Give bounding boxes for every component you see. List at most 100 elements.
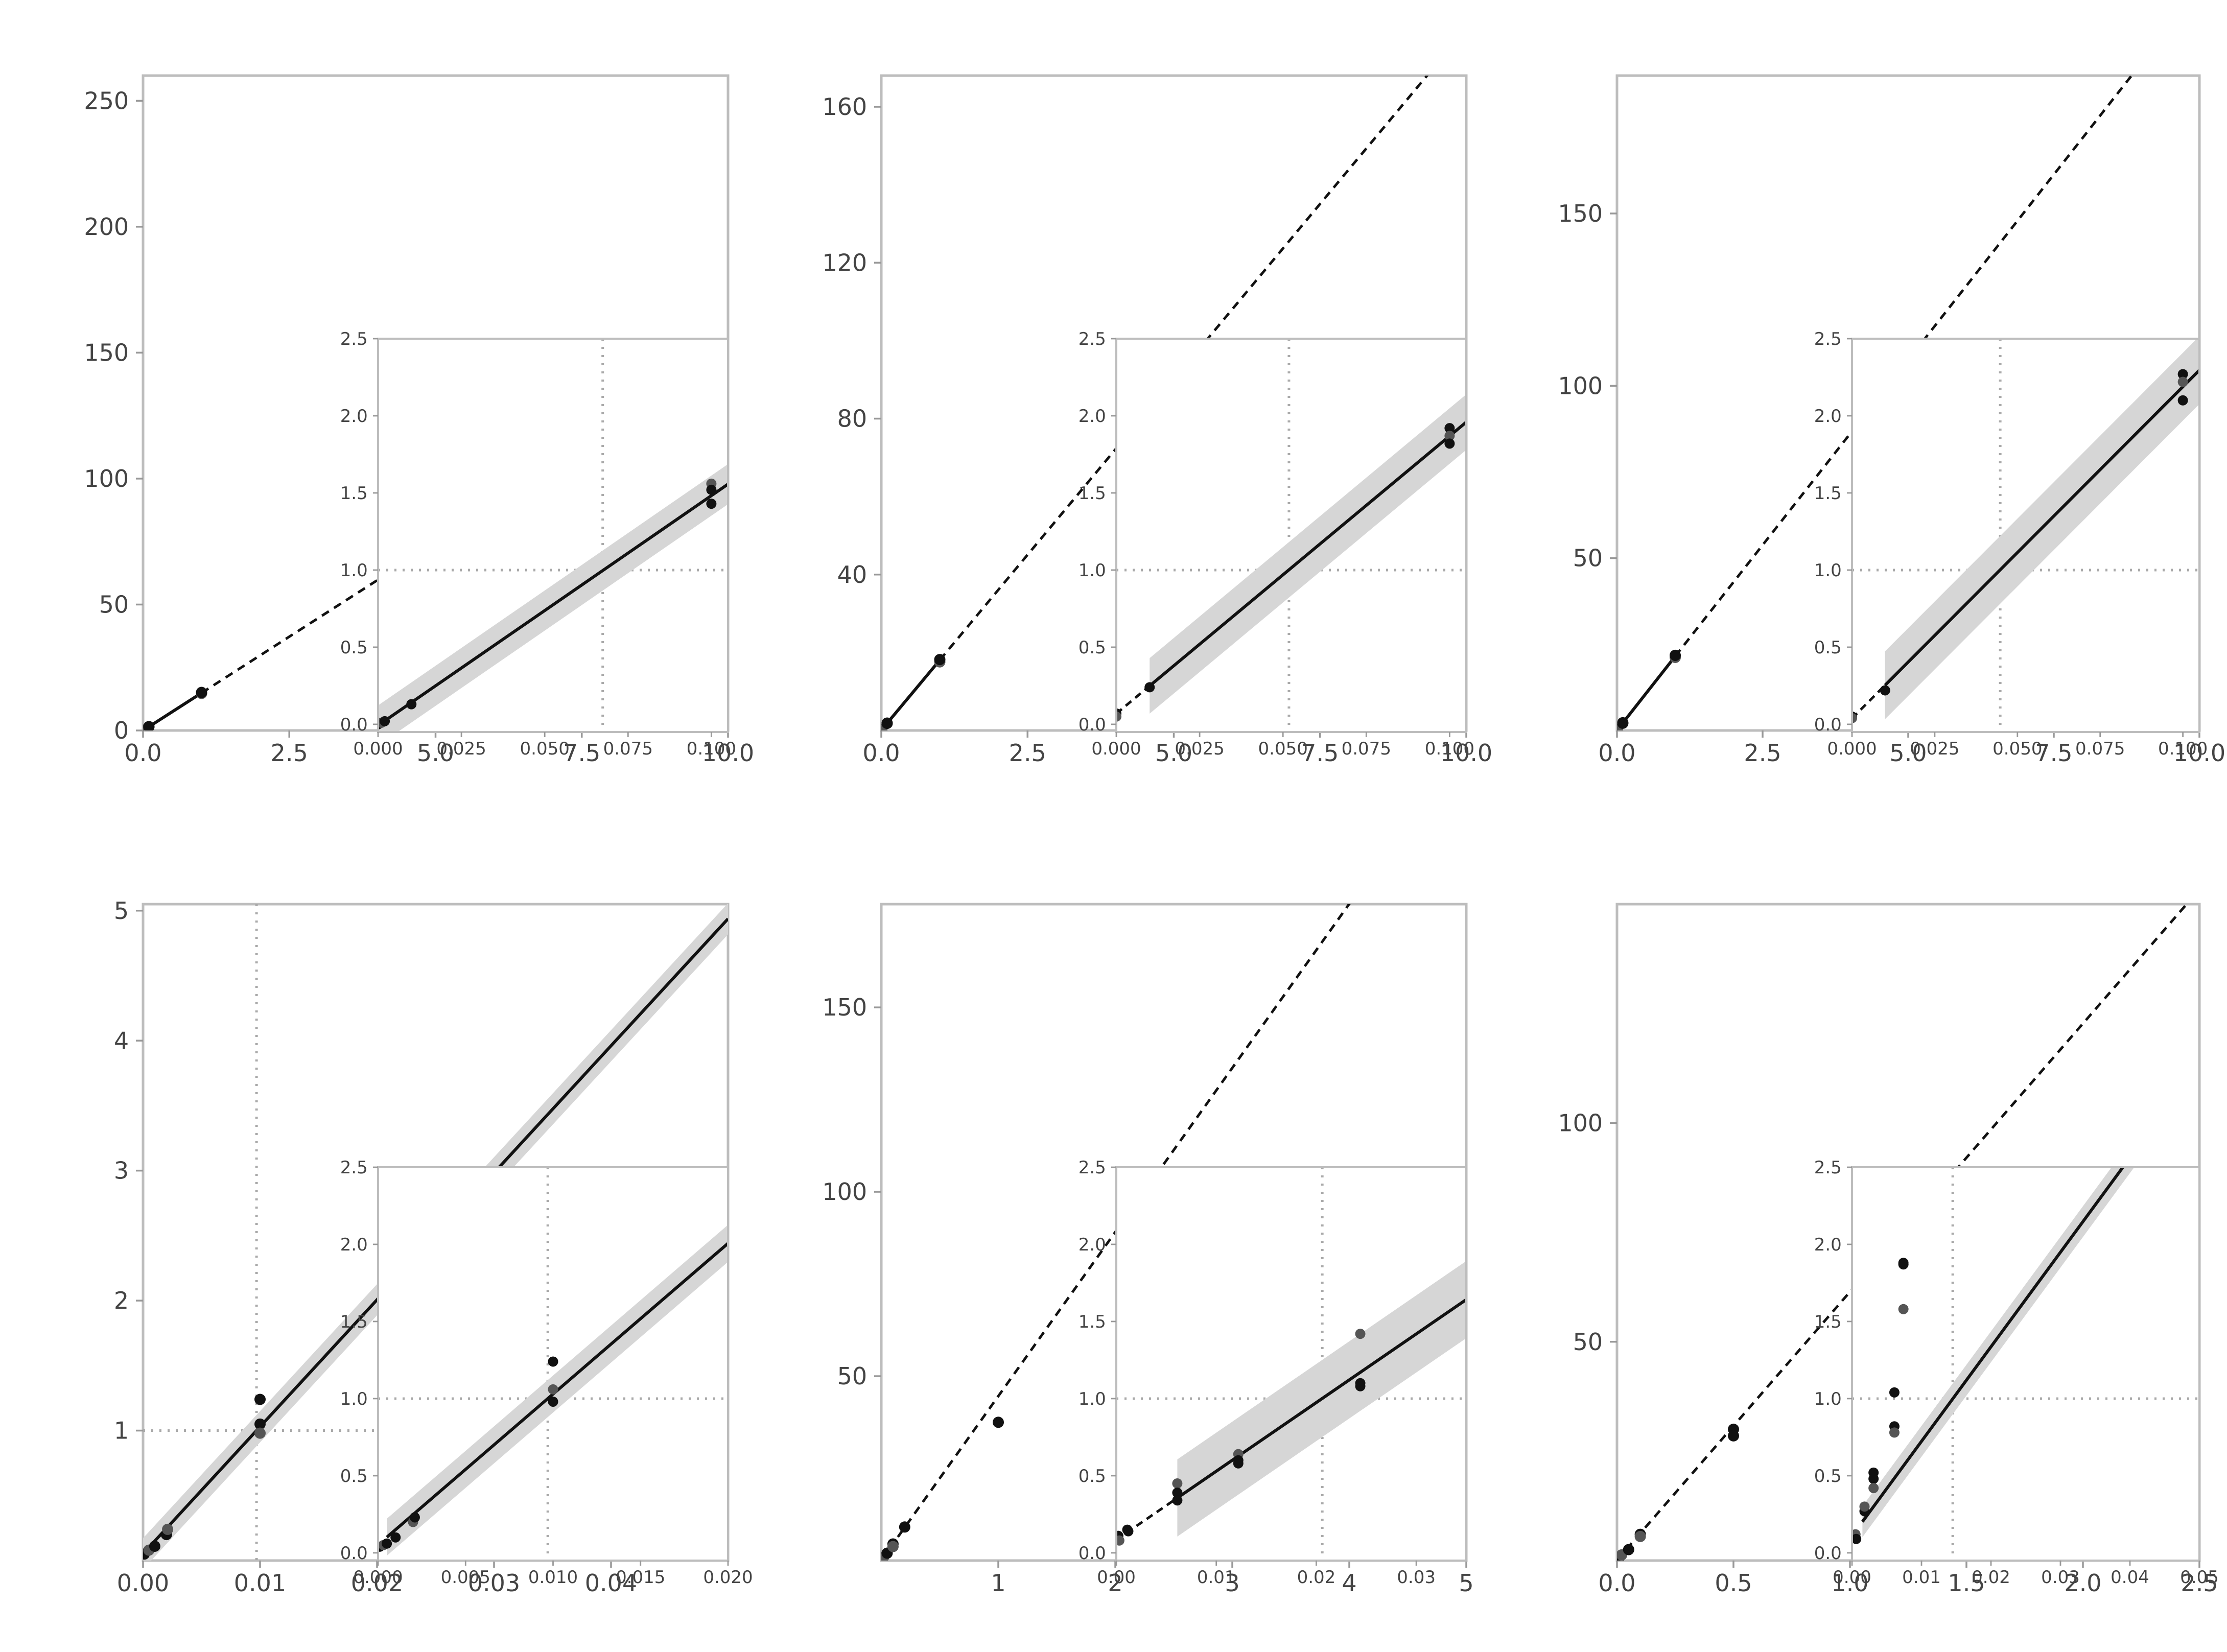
inset-fit-line (378, 483, 728, 727)
inset-x-tick-label: 0.075 (603, 739, 653, 759)
inset-data-point (406, 699, 417, 710)
main-y-tick-label: 50 (1573, 1328, 1603, 1356)
main-x-tick-label: 1.5 (1948, 1569, 1985, 1597)
inset-x-tick-label: 0.01 (1197, 1567, 1236, 1588)
main-data-point (254, 1427, 266, 1439)
main-y-tick-label: 120 (822, 249, 867, 276)
inset-x-tick-label: 0.050 (1992, 739, 2042, 759)
inset-x-tick-label: 0.100 (687, 739, 736, 759)
inset: 0.00 0.01 0.02 0.03 0.04 0.05 0.0 0.5 1.0 1.5 2.0 2… (1814, 1158, 2219, 1588)
main-x-tick-label: 3 (1225, 1569, 1239, 1597)
main-x-tick-label: 0.0 (1598, 1569, 1635, 1597)
inset: 0.000 0.025 0.050 0.075 0.100 0.0 0.5 1.0 1.5 2.0… (340, 329, 736, 759)
inset-frame (1851, 338, 2200, 733)
inset-x-tick-label: 0.015 (616, 1567, 665, 1588)
inset-data-point (1123, 1526, 1134, 1537)
inset-x-tick-label: 0.005 (441, 1567, 490, 1588)
main-x-tick-label: 7.5 (2035, 739, 2072, 767)
inset-x-tick-label: 0.050 (520, 739, 570, 759)
main-x-tick-label: 5.0 (417, 739, 454, 767)
inset-x-tick-label: 0.000 (353, 739, 403, 759)
inset-data-point (1859, 1501, 1870, 1512)
main-x-tick-label: 0.0 (862, 739, 900, 767)
main-data-point (1670, 649, 1681, 661)
main-x-tick-label: 0.00 (117, 1569, 169, 1597)
inset-fit-line (1884, 369, 2199, 687)
main-data-point (1634, 1530, 1646, 1542)
main-data-point (149, 1541, 160, 1552)
inset-x-tick-label: 0.100 (2158, 739, 2208, 759)
main-y-tick-label: 3 (114, 1157, 129, 1185)
inset-data-point (548, 1356, 558, 1367)
inset-data-point (1444, 431, 1455, 441)
main-data-point (143, 721, 155, 730)
inset-data-point (1355, 1329, 1366, 1339)
inset-y-tick-label: 1.5 (1079, 483, 1106, 504)
inset-y-tick-label: 2.0 (1814, 406, 1842, 427)
inset-data-point (1898, 1259, 1909, 1270)
panel-d: 1 2 3 4 5 50 100 150 0.00 0.01 0.02 0.03 0.0 0.5 1.0 1.… (822, 903, 1474, 1597)
main-y-tick-label: 50 (837, 1362, 868, 1390)
inset-plot-area (1852, 1167, 2199, 1561)
main-data-point (1728, 1430, 1739, 1442)
inset-x-tick-label: 0.03 (2041, 1567, 2080, 1588)
main-x-tick-label: 0.0 (1598, 739, 1635, 767)
inset-x-tick-label: 0.00 (1097, 1567, 1136, 1588)
inset-data-point (380, 716, 390, 726)
inset-data-point (1889, 1427, 1900, 1438)
main-y-tick-label: 160 (822, 93, 867, 121)
main-x-tick-label: 10.0 (1440, 739, 1492, 767)
main-y-tick-label: 50 (1573, 545, 1603, 572)
inset-data-point (1444, 423, 1455, 434)
inset-data-point (1880, 685, 1890, 696)
inset-x-tick-label: 0.025 (1910, 739, 1959, 759)
inset: 0.000 0.025 0.050 0.075 0.100 0.0 0.5 1.0 1.5 2.0… (1814, 329, 2208, 759)
inset-data-point (1172, 1488, 1183, 1498)
inset-data-point (390, 1532, 401, 1543)
inset-y-tick-label: 2.5 (1814, 1158, 1842, 1178)
inset-data-point (548, 1384, 558, 1395)
inset-data-point (1233, 1458, 1244, 1469)
main-y-tick-label: 250 (84, 87, 129, 114)
main-y-tick-label: 100 (1558, 372, 1603, 399)
inset-data-point (1172, 1495, 1183, 1506)
inset-y-tick-label: 2.0 (340, 406, 368, 427)
main-x-tick-label: 10.0 (2173, 739, 2225, 767)
inset-data-point (2177, 369, 2188, 380)
main-x-tick-label: 2 (1108, 1569, 1122, 1597)
inset-x-tick-label: 0.01 (1902, 1567, 1941, 1588)
inset-x-tick-label: 0.000 (353, 1567, 403, 1588)
inset-y-tick-label: 1.5 (1079, 1312, 1106, 1332)
inset-data-point (382, 1538, 392, 1549)
main-data-point (887, 1541, 899, 1552)
inset-y-tick-label: 2.5 (1814, 329, 1842, 349)
inset-x-tick-label: 0.075 (2075, 739, 2125, 759)
inset-y-tick-label: 0.0 (1814, 715, 1842, 735)
inset-data-point (1116, 711, 1121, 722)
main-x-tick-label: 2.5 (2181, 1569, 2218, 1597)
main-y-tick-label: 150 (1558, 200, 1603, 227)
inset-data-point (2177, 395, 2188, 406)
inset-x-tick-label: 0.03 (1397, 1567, 1436, 1588)
main-x-tick-label: 5.0 (1889, 739, 1927, 767)
inset: 0.00 0.01 0.02 0.03 0.0 0.5 1.0 1.5 2.0 2.5 (1079, 1158, 1467, 1588)
inset-y-tick-label: 0.5 (1814, 1466, 1842, 1486)
main-y-tick-label: 40 (837, 561, 868, 588)
inset-y-tick-label: 1.5 (1814, 483, 1842, 504)
inset-y-tick-label: 2.0 (340, 1235, 368, 1255)
inset-x-tick-label: 0.02 (1972, 1567, 2010, 1588)
main-x-tick-label: 7.5 (563, 739, 600, 767)
inset-extrapolation-line (1852, 684, 1886, 720)
main-data-point (1617, 717, 1629, 729)
inset-data-point (1172, 1478, 1183, 1489)
inset-plot-area (1852, 339, 2199, 732)
main-data-point (934, 654, 946, 666)
inset-plot-area (378, 339, 728, 732)
inset-y-tick-label: 2.5 (340, 1158, 368, 1178)
inset-confidence-band (1862, 1167, 2135, 1538)
main-y-tick-label: 5 (114, 897, 129, 925)
inset-data-point (1355, 1381, 1366, 1391)
